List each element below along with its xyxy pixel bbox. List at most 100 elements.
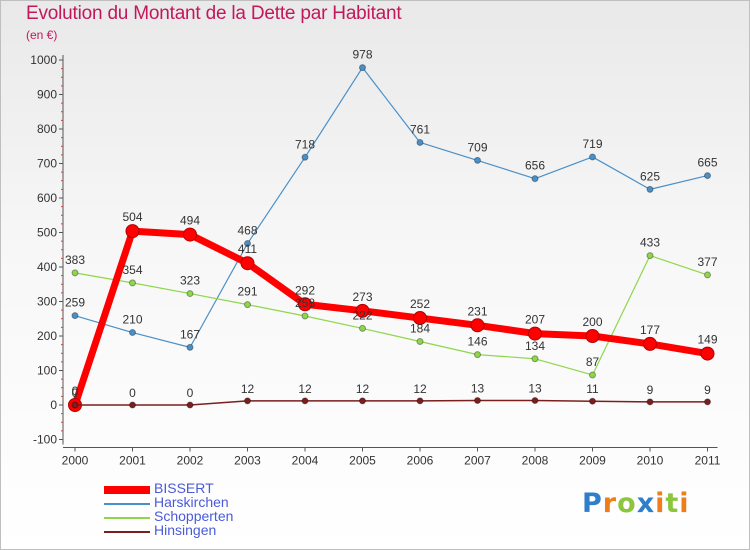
data-point-bissert: [470, 318, 485, 333]
data-label-bissert: 273: [352, 290, 372, 304]
y-tick-label: 300: [37, 295, 57, 309]
data-point-harskirchen: [474, 156, 481, 164]
data-point-bissert: [240, 256, 255, 271]
data-point-bissert: [585, 329, 600, 343]
data-point-harskirchen: [646, 185, 654, 193]
y-tick-label: 0: [50, 398, 57, 412]
x-tick-label: 2008: [522, 454, 549, 468]
data-label-hinsingen: 0: [129, 386, 136, 400]
data-point-harskirchen: [301, 153, 309, 161]
series-line-bissert: [71, 227, 711, 409]
data-label-schopperten: 291: [237, 285, 257, 299]
x-tick-label: 2004: [292, 454, 319, 468]
data-label-bissert: 494: [180, 214, 200, 228]
data-point-schopperten: [589, 371, 596, 379]
data-label-harskirchen: 468: [237, 224, 257, 238]
data-point-harskirchen: [186, 343, 194, 351]
series-hinsingen: [71, 397, 711, 409]
data-point-schopperten: [301, 312, 309, 320]
data-point-bissert: [183, 227, 197, 242]
data-point-hinsingen: [71, 401, 79, 409]
x-tick-label: 2001: [119, 454, 146, 468]
legend-label: BISSERT: [154, 480, 214, 496]
legend-swatch: [104, 517, 150, 519]
data-point-hinsingen: [129, 401, 136, 409]
data-point-hinsingen: [531, 397, 539, 405]
x-tick-label: 2011: [695, 454, 721, 468]
chart-unit: (en €): [26, 28, 58, 42]
data-label-harskirchen: 259: [65, 296, 85, 310]
logo-letter: i: [679, 488, 690, 519]
data-label-bissert: 252: [410, 297, 430, 311]
data-point-schopperten: [244, 301, 251, 309]
data-label-bissert: 292: [295, 283, 315, 297]
data-label-schopperten: 383: [65, 253, 85, 267]
data-label-bissert: 207: [525, 313, 545, 327]
series-line-hinsingen: [74, 399, 709, 406]
data-point-bissert: [125, 224, 140, 239]
y-tick-label: 500: [37, 226, 57, 240]
y-tick-label: 600: [37, 191, 57, 205]
data-point-hinsingen: [186, 401, 194, 409]
y-tick-label: 800: [37, 122, 57, 136]
data-point-schopperten: [474, 351, 481, 359]
data-label-harskirchen: 665: [697, 156, 717, 170]
data-point-schopperten: [531, 355, 539, 363]
data-label-harskirchen: 719: [582, 137, 602, 151]
y-tick-label: 100: [37, 364, 57, 378]
data-label-hinsingen: 12: [241, 382, 255, 396]
data-label-harskirchen: 625: [640, 169, 660, 183]
data-point-hinsingen: [474, 397, 481, 405]
data-labels: 259 210 167 468 718 978 761 709 656 719 625 665 383 3…: [65, 48, 718, 400]
data-point-schopperten: [71, 269, 79, 277]
data-point-harskirchen: [589, 153, 596, 161]
legend-label: Hinsingen: [154, 522, 217, 538]
data-point-schopperten: [186, 290, 194, 298]
data-label-harskirchen: 167: [180, 327, 200, 341]
y-tick-label: 400: [37, 260, 57, 274]
logo-letter: t: [665, 488, 680, 519]
data-label-hinsingen: 11: [586, 382, 599, 396]
data-label-bissert: 0: [72, 384, 79, 398]
legend-swatch: [104, 486, 150, 494]
series-line-schopperten: [74, 255, 709, 376]
y-tick-label: -100: [33, 433, 57, 447]
data-point-bissert: [643, 336, 657, 351]
data-point-bissert: [355, 303, 370, 318]
series-bissert: [68, 224, 715, 412]
x-tick-label: 2005: [349, 454, 376, 468]
y-tick-label: 700: [37, 157, 57, 171]
data-label-hinsingen: 13: [528, 382, 542, 396]
data-label-schopperten: 354: [122, 263, 142, 277]
legend-label: Schopperten: [154, 508, 234, 524]
x-tick-label: 2002: [177, 454, 204, 468]
logo-letter: o: [617, 488, 637, 519]
data-point-harskirchen: [129, 329, 136, 337]
data-point-harskirchen: [531, 175, 539, 183]
data-point-bissert: [700, 346, 715, 361]
data-point-harskirchen: [416, 138, 424, 146]
data-label-hinsingen: 0: [72, 386, 79, 400]
data-label-hinsingen: 12: [298, 382, 312, 396]
data-point-hinsingen: [589, 397, 596, 405]
data-point-hinsingen: [416, 397, 424, 405]
data-label-schopperten: 222: [352, 308, 372, 322]
legend-swatch: [104, 531, 150, 533]
data-point-hinsingen: [244, 397, 251, 405]
proxiti-logo: Proxiti: [582, 488, 690, 519]
data-label-harskirchen: 210: [122, 313, 142, 327]
series-harskirchen: [71, 64, 711, 351]
data-label-bissert: 504: [122, 210, 142, 224]
x-tick-label: 2010: [637, 454, 664, 468]
data-point-bissert: [528, 326, 542, 341]
data-label-schopperten: 146: [467, 335, 487, 349]
data-label-hinsingen: 9: [704, 383, 711, 397]
series-schopperten: [71, 252, 711, 379]
data-label-hinsingen: 13: [471, 382, 485, 396]
data-point-schopperten: [416, 338, 424, 346]
data-label-hinsingen: 12: [413, 382, 427, 396]
x-tick-label: 2000: [62, 454, 89, 468]
data-point-schopperten: [129, 279, 136, 287]
